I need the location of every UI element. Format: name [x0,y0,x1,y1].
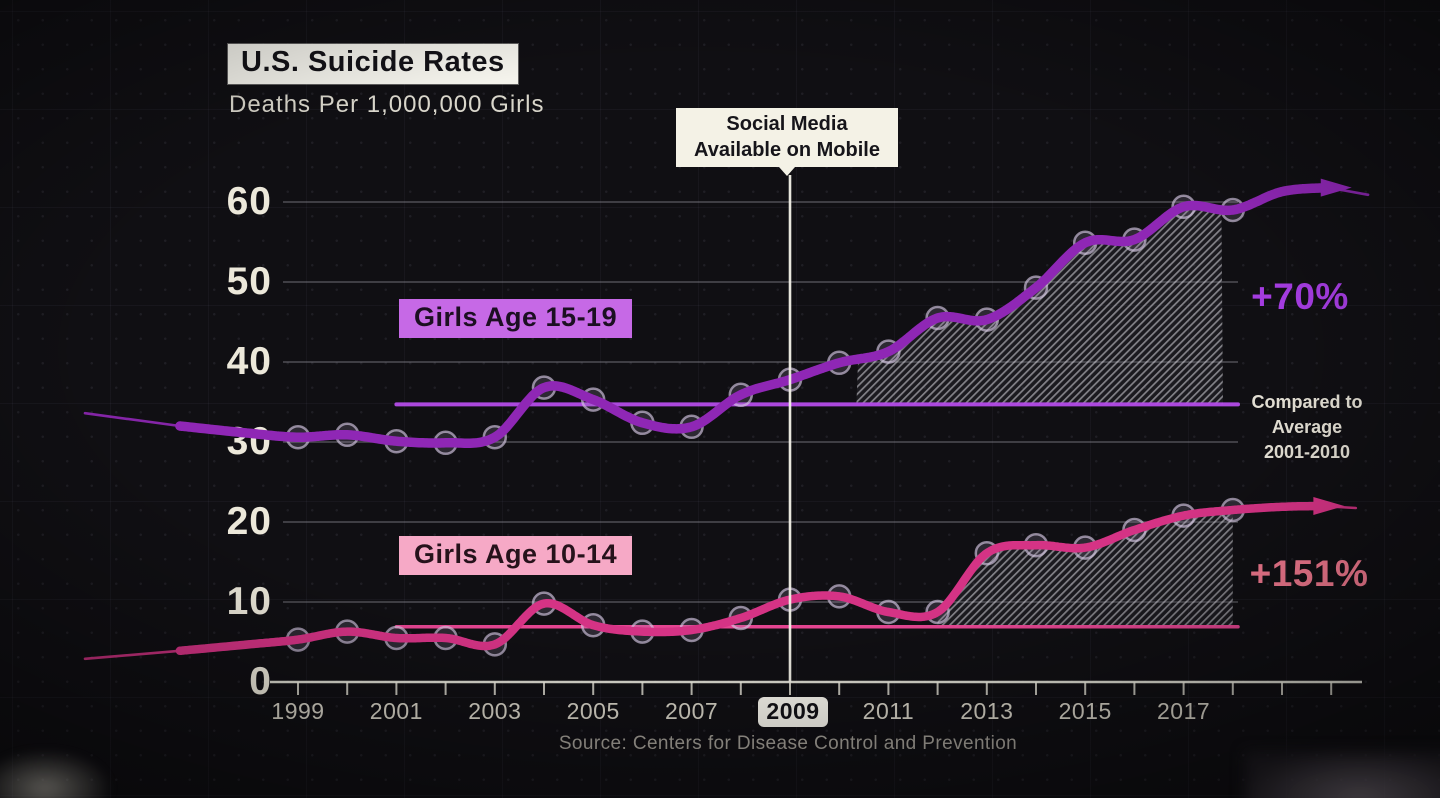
x-axis-label-text: 2015 [1058,698,1112,724]
curve-10-14 [175,501,1326,656]
x-axis-label-text: 2005 [566,698,620,724]
y-axis-label-0: 0 [249,660,272,703]
tail-taper-15-19 [1327,186,1370,197]
x-axis-label-2017: 2017 [1129,698,1239,725]
x-axis-label-2005: 2005 [538,698,648,725]
x-axis-label-text: 2011 [862,698,915,724]
foreground-blur-bottom-left [0,748,115,798]
y-axis-label-40: 40 [226,340,272,383]
increase-hatch-areas [856,205,1233,627]
x-axis-label-text: 2017 [1157,698,1211,724]
y-axis-label-20: 20 [226,500,272,543]
series-curves [83,178,1370,661]
hatch-area-10-14 [937,510,1233,627]
x-axis-label-2001: 2001 [341,698,451,725]
average-baseline-lines [394,402,1240,629]
x-axis-label-2013: 2013 [932,698,1042,725]
y-axis-label-60: 60 [226,180,272,223]
x-axis-label-2011: 2011 [833,698,943,725]
hatch-area-15-19 [856,205,1223,405]
x-axis-label-text: 2007 [665,698,719,724]
x-axis-label-text: 1999 [271,698,325,724]
x-axis-label-text: 2001 [369,698,423,724]
y-axis-label-50: 50 [226,260,272,303]
arrowhead-15-19 [1320,178,1352,197]
tail-taper-10-14 [1320,504,1358,510]
curve-15-19 [175,182,1334,448]
x-axis-label-text: 2013 [960,698,1014,724]
lead-taper-15-19 [83,411,182,428]
x-axis-label-text: 2003 [468,698,522,724]
x-axis-label-2009-box: 2009 [758,697,828,727]
x-axis-label-2003: 2003 [440,698,550,725]
lead-taper-10-14 [83,649,182,661]
y-axis-label-10: 10 [226,580,272,623]
foreground-blur-bottom-right [1245,752,1440,798]
x-axis-label-2015: 2015 [1030,698,1140,725]
x-axis-label-2009: 2009 [738,697,848,727]
x-axis-label-2007: 2007 [637,698,747,725]
x-axis-label-1999: 1999 [243,698,353,725]
x-axis [270,680,1362,695]
